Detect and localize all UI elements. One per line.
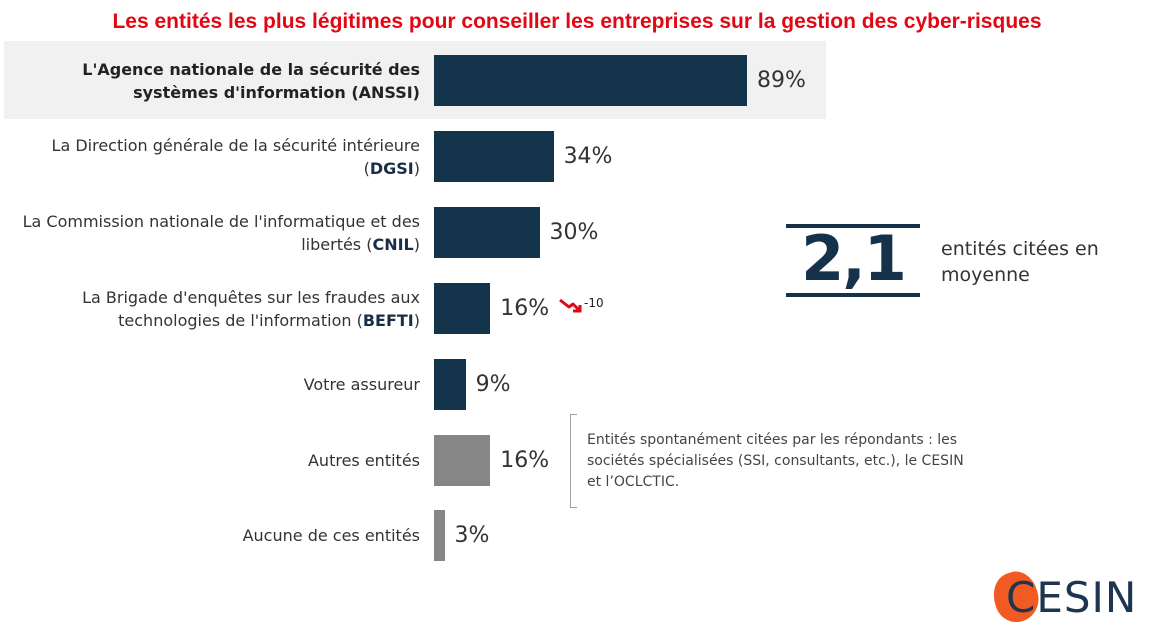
trend-annotation: -10 bbox=[584, 296, 604, 310]
note-bracket bbox=[570, 414, 577, 508]
bar-value-label: 9% bbox=[475, 372, 511, 397]
logo-text: CESIN bbox=[1006, 573, 1138, 622]
other-entities-note: Entités spontanément citées par les répo… bbox=[587, 432, 964, 490]
category-label: L'Agence nationale de la sécurité des sy… bbox=[82, 59, 420, 102]
bar-value-label: 30% bbox=[549, 220, 599, 245]
category-label: La Commission nationale de l'informatiqu… bbox=[22, 211, 420, 254]
category-label: Autres entités bbox=[307, 451, 420, 470]
bar-value-label: 16% bbox=[500, 448, 550, 473]
bar-value-label: 34% bbox=[563, 144, 613, 169]
bar bbox=[434, 131, 554, 182]
bar-value-label: 89% bbox=[757, 68, 806, 93]
bar-value-label: 3% bbox=[454, 523, 490, 548]
category-label: Votre assureur bbox=[303, 375, 420, 394]
chart-title: Les entités les plus légitimes pour cons… bbox=[112, 10, 1042, 33]
category-label: Aucune de ces entités bbox=[242, 526, 420, 545]
category-label: La Direction générale de la sécurité int… bbox=[51, 135, 420, 178]
bar bbox=[434, 510, 445, 561]
bar bbox=[434, 207, 540, 258]
average-caption: entités citées en moyenne bbox=[941, 238, 1099, 286]
bar bbox=[434, 55, 747, 106]
bar bbox=[434, 359, 466, 410]
bar bbox=[434, 283, 491, 334]
cesin-logo: CESIN bbox=[987, 566, 1152, 628]
trend-down-arrow-icon bbox=[559, 298, 582, 313]
category-label: La Brigade d'enquêtes sur les fraudes au… bbox=[82, 287, 420, 330]
average-value: 2,1 bbox=[801, 222, 907, 295]
bar bbox=[434, 435, 491, 486]
average-rule-bottom bbox=[786, 293, 920, 297]
bar-value-label: 16% bbox=[500, 296, 550, 321]
average-rule-top bbox=[786, 224, 920, 228]
